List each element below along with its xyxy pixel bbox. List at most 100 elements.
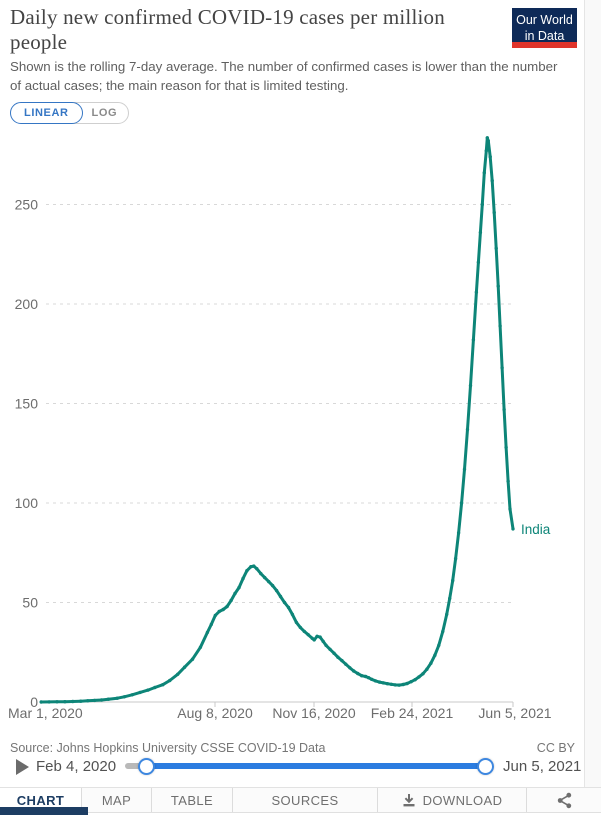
- data-point[interactable]: [340, 658, 344, 663]
- data-point[interactable]: [282, 600, 287, 605]
- data-point[interactable]: [328, 647, 332, 651]
- data-point[interactable]: [47, 700, 51, 704]
- data-point[interactable]: [437, 643, 441, 647]
- data-point[interactable]: [336, 655, 340, 659]
- data-point[interactable]: [190, 657, 195, 661]
- timeline-start-date[interactable]: Feb 4, 2020: [36, 758, 117, 775]
- data-point[interactable]: [480, 202, 484, 207]
- data-point[interactable]: [504, 445, 508, 449]
- data-point[interactable]: [344, 662, 348, 666]
- data-point[interactable]: [92, 698, 97, 703]
- data-point[interactable]: [168, 678, 172, 683]
- tab-download[interactable]: DOWNLOAD: [378, 788, 527, 812]
- data-point[interactable]: [496, 284, 500, 288]
- data-point[interactable]: [270, 583, 275, 588]
- data-point[interactable]: [182, 665, 187, 669]
- timeline-track-selected[interactable]: [146, 763, 486, 769]
- data-point[interactable]: [476, 260, 481, 264]
- data-point[interactable]: [86, 699, 90, 703]
- data-point[interactable]: [198, 645, 203, 649]
- data-point[interactable]: [352, 669, 356, 673]
- data-point[interactable]: [478, 230, 483, 235]
- license-badge[interactable]: CC BY: [536, 741, 575, 755]
- data-point[interactable]: [138, 690, 142, 695]
- data-point[interactable]: [492, 210, 496, 215]
- data-point[interactable]: [259, 571, 263, 576]
- data-point[interactable]: [385, 682, 390, 686]
- tab-sources[interactable]: SOURCES: [233, 788, 378, 812]
- data-point[interactable]: [302, 629, 306, 634]
- series-entity-label[interactable]: India: [521, 522, 551, 537]
- timeline-end-date[interactable]: Jun 5, 2021: [503, 758, 582, 775]
- data-point[interactable]: [324, 643, 328, 647]
- data-point[interactable]: [321, 639, 325, 643]
- data-point[interactable]: [425, 667, 429, 671]
- timeline-handle-end[interactable]: [477, 758, 494, 775]
- data-point[interactable]: [278, 594, 283, 599]
- data-point[interactable]: [267, 579, 271, 584]
- data-point[interactable]: [459, 501, 464, 505]
- data-point[interactable]: [241, 576, 245, 581]
- data-point[interactable]: [484, 149, 488, 153]
- data-point[interactable]: [462, 467, 467, 471]
- log-button[interactable]: LOG: [68, 102, 130, 124]
- data-point[interactable]: [71, 699, 75, 704]
- data-point[interactable]: [500, 366, 504, 370]
- data-point[interactable]: [153, 685, 157, 690]
- data-point[interactable]: [381, 681, 386, 685]
- data-point[interactable]: [433, 653, 437, 657]
- data-point[interactable]: [205, 630, 210, 635]
- data-point[interactable]: [294, 620, 299, 625]
- data-point[interactable]: [456, 531, 461, 535]
- data-point[interactable]: [332, 651, 336, 655]
- data-point[interactable]: [488, 155, 492, 159]
- data-point[interactable]: [366, 676, 371, 680]
- data-point[interactable]: [377, 680, 382, 684]
- data-point[interactable]: [389, 682, 393, 686]
- data-point[interactable]: [445, 612, 449, 617]
- data-point[interactable]: [79, 699, 83, 703]
- data-point[interactable]: [115, 696, 120, 700]
- data-point[interactable]: [356, 671, 360, 676]
- data-point[interactable]: [161, 683, 165, 687]
- data-point[interactable]: [39, 700, 43, 704]
- data-point[interactable]: [99, 698, 104, 702]
- data-point[interactable]: [482, 171, 486, 175]
- data-point[interactable]: [511, 527, 515, 531]
- data-point[interactable]: [502, 407, 506, 412]
- data-point[interactable]: [405, 681, 409, 686]
- play-icon[interactable]: [16, 759, 29, 775]
- data-point[interactable]: [252, 564, 256, 568]
- owid-logo[interactable]: Our World in Data: [512, 8, 577, 48]
- data-point[interactable]: [397, 683, 401, 687]
- data-point[interactable]: [315, 634, 319, 638]
- data-point[interactable]: [237, 585, 241, 590]
- data-point[interactable]: [255, 567, 259, 571]
- data-point[interactable]: [274, 588, 279, 593]
- page-scrollbar[interactable]: [584, 0, 601, 787]
- data-point[interactable]: [217, 609, 221, 614]
- data-point[interactable]: [448, 596, 452, 601]
- data-point[interactable]: [401, 682, 405, 687]
- data-point[interactable]: [490, 178, 494, 183]
- data-point[interactable]: [225, 604, 229, 609]
- data-point[interactable]: [310, 636, 314, 640]
- data-point[interactable]: [130, 693, 134, 697]
- data-point[interactable]: [290, 612, 295, 617]
- data-point[interactable]: [63, 700, 67, 704]
- data-point[interactable]: [312, 638, 316, 642]
- data-point[interactable]: [453, 557, 458, 561]
- data-point[interactable]: [122, 695, 127, 699]
- data-point[interactable]: [298, 625, 302, 630]
- data-point[interactable]: [498, 324, 502, 328]
- data-point[interactable]: [485, 136, 489, 140]
- tab-share[interactable]: [527, 788, 601, 812]
- data-point[interactable]: [106, 697, 111, 701]
- data-point[interactable]: [421, 672, 425, 676]
- data-point[interactable]: [209, 622, 213, 627]
- data-point[interactable]: [465, 427, 470, 432]
- data-point[interactable]: [233, 591, 237, 596]
- data-point[interactable]: [471, 338, 476, 342]
- data-point[interactable]: [506, 479, 510, 483]
- data-point[interactable]: [413, 678, 417, 682]
